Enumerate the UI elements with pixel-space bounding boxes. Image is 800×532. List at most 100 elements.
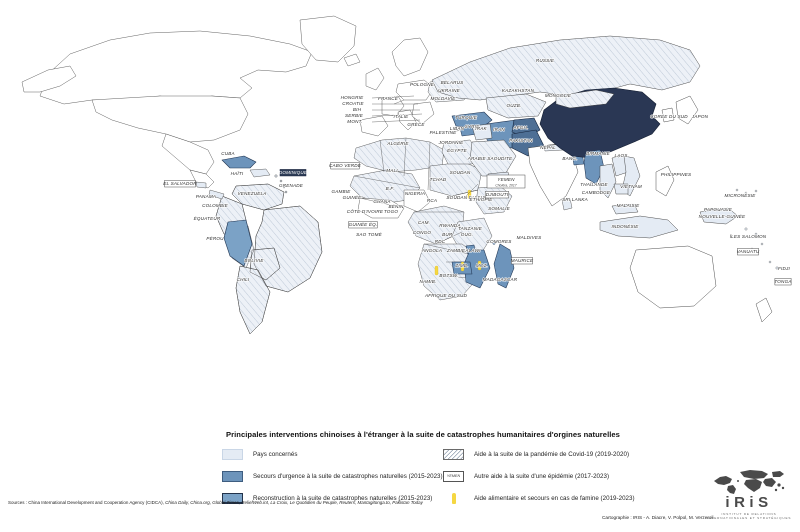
- country-indonesia[interactable]: [599, 215, 679, 239]
- label-box-el-salvador[interactable]: [164, 180, 196, 188]
- country-label-guinee-eq: GUINÉE ÉQ.: [349, 221, 378, 227]
- legend-item-secours-urgence[interactable]: Secours d'urgence à la suite de catastro…: [222, 469, 622, 483]
- country-new-zealand[interactable]: [755, 297, 773, 323]
- country-label-irak: IRAK: [475, 126, 487, 131]
- country-label-tonga: TONGA: [774, 279, 791, 284]
- country-label-equateur: ÉQUATEUR: [194, 215, 221, 221]
- country-australia[interactable]: [629, 245, 717, 309]
- iris-logo[interactable]: iRiS INSTITUT DE RELATIONS INTERNATIONAL…: [706, 468, 792, 526]
- country-egypt-shape: [441, 139, 479, 165]
- legend-label-secours-urgence: Secours d'urgence à la suite de catastro…: [253, 472, 443, 480]
- country-label-cabo-verde: CABO VERDE: [329, 163, 362, 168]
- country-cuba[interactable]: [221, 155, 257, 169]
- world-map[interactable]: CUBA HAÏTI DOMINIQUE GRENADE EL SALVADOR PANA…: [0, 0, 800, 415]
- famine-marker-mozambique: [477, 260, 482, 271]
- country-thailand[interactable]: [599, 163, 617, 199]
- country-label-grece: GRÈCE: [407, 121, 425, 127]
- country-label-iles-salomon: ÎLES SALOMON: [730, 233, 767, 239]
- legend-item-covid[interactable]: Aide à la suite de la pandémie de Covid-…: [443, 447, 743, 461]
- country-label-mali: MALI: [386, 168, 398, 173]
- country-label-iran: IRAN: [493, 127, 505, 132]
- country-png[interactable]: [699, 207, 739, 225]
- legend-column-left: Pays concernés Secours d'urgence à la su…: [222, 447, 622, 513]
- sources-italic: China Daily, China.org, Global Times, Re…: [165, 500, 423, 505]
- country-peru-highlight[interactable]: [223, 219, 253, 267]
- country-alaska: [21, 65, 77, 93]
- label-box-guinee-eq[interactable]: [348, 221, 378, 229]
- label-box-tonga[interactable]: [774, 278, 792, 286]
- country-iraq[interactable]: [471, 123, 493, 141]
- country-label-rwanda: RWANDA: [439, 223, 460, 228]
- famine-marker-namibia: [434, 265, 439, 276]
- country-label-ukraine: UKRAINE: [438, 88, 461, 93]
- region-latin-america-covid[interactable]: [215, 183, 323, 335]
- legend-label-famine: Aide alimentaire et secours en cas de fa…: [474, 494, 635, 502]
- country-haiti[interactable]: [249, 168, 271, 178]
- country-label-france: FRANCE: [378, 96, 399, 101]
- legend-item-pays-concernes[interactable]: Pays concernés: [222, 447, 622, 461]
- legend-item-reconstruction[interactable]: Reconstruction à la suite de catastrophe…: [222, 491, 622, 505]
- country-iceland: [343, 53, 361, 67]
- country-label-ethiopie: ÉTHIOPIE: [469, 196, 493, 202]
- country-label-tanzanie: TANZANIE: [458, 226, 483, 231]
- country-label-syrie: SYRIE: [465, 124, 481, 129]
- country-germany-poland: [395, 79, 435, 101]
- legend-item-famine[interactable]: Aide alimentaire et secours en cas de fa…: [443, 491, 743, 505]
- country-label-djibouti: DJIBOUTI: [486, 192, 509, 197]
- country-mongolia[interactable]: [555, 89, 615, 109]
- country-greenland: [299, 15, 357, 63]
- country-label-moldavie: MOLDAVIE: [430, 96, 456, 101]
- label-box-cabo-verde[interactable]: [330, 162, 360, 170]
- country-label-mozambique: MOZ.: [476, 263, 488, 268]
- country-label-madagascar: MADAGASCAR: [483, 277, 518, 282]
- famine-marker-south-sudan: [467, 189, 472, 200]
- country-label-japon: JAPON: [691, 114, 709, 119]
- central-america-concerned[interactable]: [195, 181, 225, 200]
- pacific-islands: [735, 188, 779, 270]
- pays-concernes-swatch: [222, 448, 243, 460]
- legend-panel: Principales interventions chinoises à l'…: [0, 415, 800, 532]
- country-label-cameroun: CAM.: [418, 220, 430, 225]
- label-box-vanuatu[interactable]: [737, 248, 759, 256]
- country-label-grenade: GRENADE: [279, 183, 304, 188]
- country-uk-ireland: [365, 67, 385, 91]
- country-malaysia[interactable]: [611, 203, 639, 215]
- country-italy-shape: [397, 109, 417, 131]
- country-cambodia[interactable]: [613, 183, 629, 195]
- legend-item-epidemie[interactable]: YEMEN Autre aide à la suite d'une épidém…: [443, 469, 743, 483]
- country-japan[interactable]: [675, 95, 699, 125]
- country-myanmar[interactable]: [583, 149, 605, 185]
- country-korea[interactable]: [661, 107, 675, 123]
- country-label-guinee: GUINÉE: [343, 194, 363, 200]
- legend-column-right: Aide à la suite de la pandémie de Covid-…: [443, 447, 743, 513]
- country-canada: [39, 30, 313, 105]
- yemen-epidemic-annotation[interactable]: YEMEN Choléra, 2017: [486, 174, 526, 189]
- iris-wordmark: iRiS: [725, 494, 773, 511]
- country-label-maurice: MAURICE: [511, 258, 534, 263]
- label-box-maurice[interactable]: [511, 257, 533, 265]
- legend-label-pays-concernes: Pays concernés: [253, 450, 298, 458]
- country-comores[interactable]: [492, 241, 496, 245]
- country-label-benin: BÉNIN: [388, 203, 404, 209]
- country-label-belarus: BÉLARUS: [441, 79, 465, 85]
- country-kazakhstan[interactable]: [485, 93, 547, 119]
- country-philippines[interactable]: [655, 165, 675, 197]
- legend-label-epidemie: Autre aide à la suite d'une épidémie (20…: [474, 472, 610, 480]
- country-russia[interactable]: [431, 35, 701, 101]
- famine-markers[interactable]: [434, 189, 482, 276]
- country-label-soudan-du-sud: SOUDAN DU SUD: [446, 195, 488, 200]
- world-map-svg[interactable]: CUBA HAÏTI DOMINIQUE GRENADE EL SALVADOR PANA…: [0, 0, 800, 415]
- country-label-jordanie: JORDANIE: [438, 140, 465, 145]
- region-north-america[interactable]: [21, 15, 357, 189]
- country-label-fidji: FIDJI: [778, 266, 790, 271]
- country-label-b-f: B.F.: [386, 186, 395, 191]
- country-label-nigeria: NIGERIA: [405, 191, 425, 196]
- country-label-palestine: PALESTINE: [430, 130, 457, 135]
- country-label-bangladesh: BANG.: [562, 156, 577, 161]
- label-box-djibouti[interactable]: [484, 191, 510, 199]
- famine-marker-zimbabwe: [460, 261, 465, 272]
- country-sri-lanka[interactable]: [561, 197, 573, 211]
- label-box-dominique[interactable]: [279, 169, 307, 177]
- country-guinea-coast: [357, 197, 405, 219]
- country-madagascar[interactable]: [493, 243, 515, 289]
